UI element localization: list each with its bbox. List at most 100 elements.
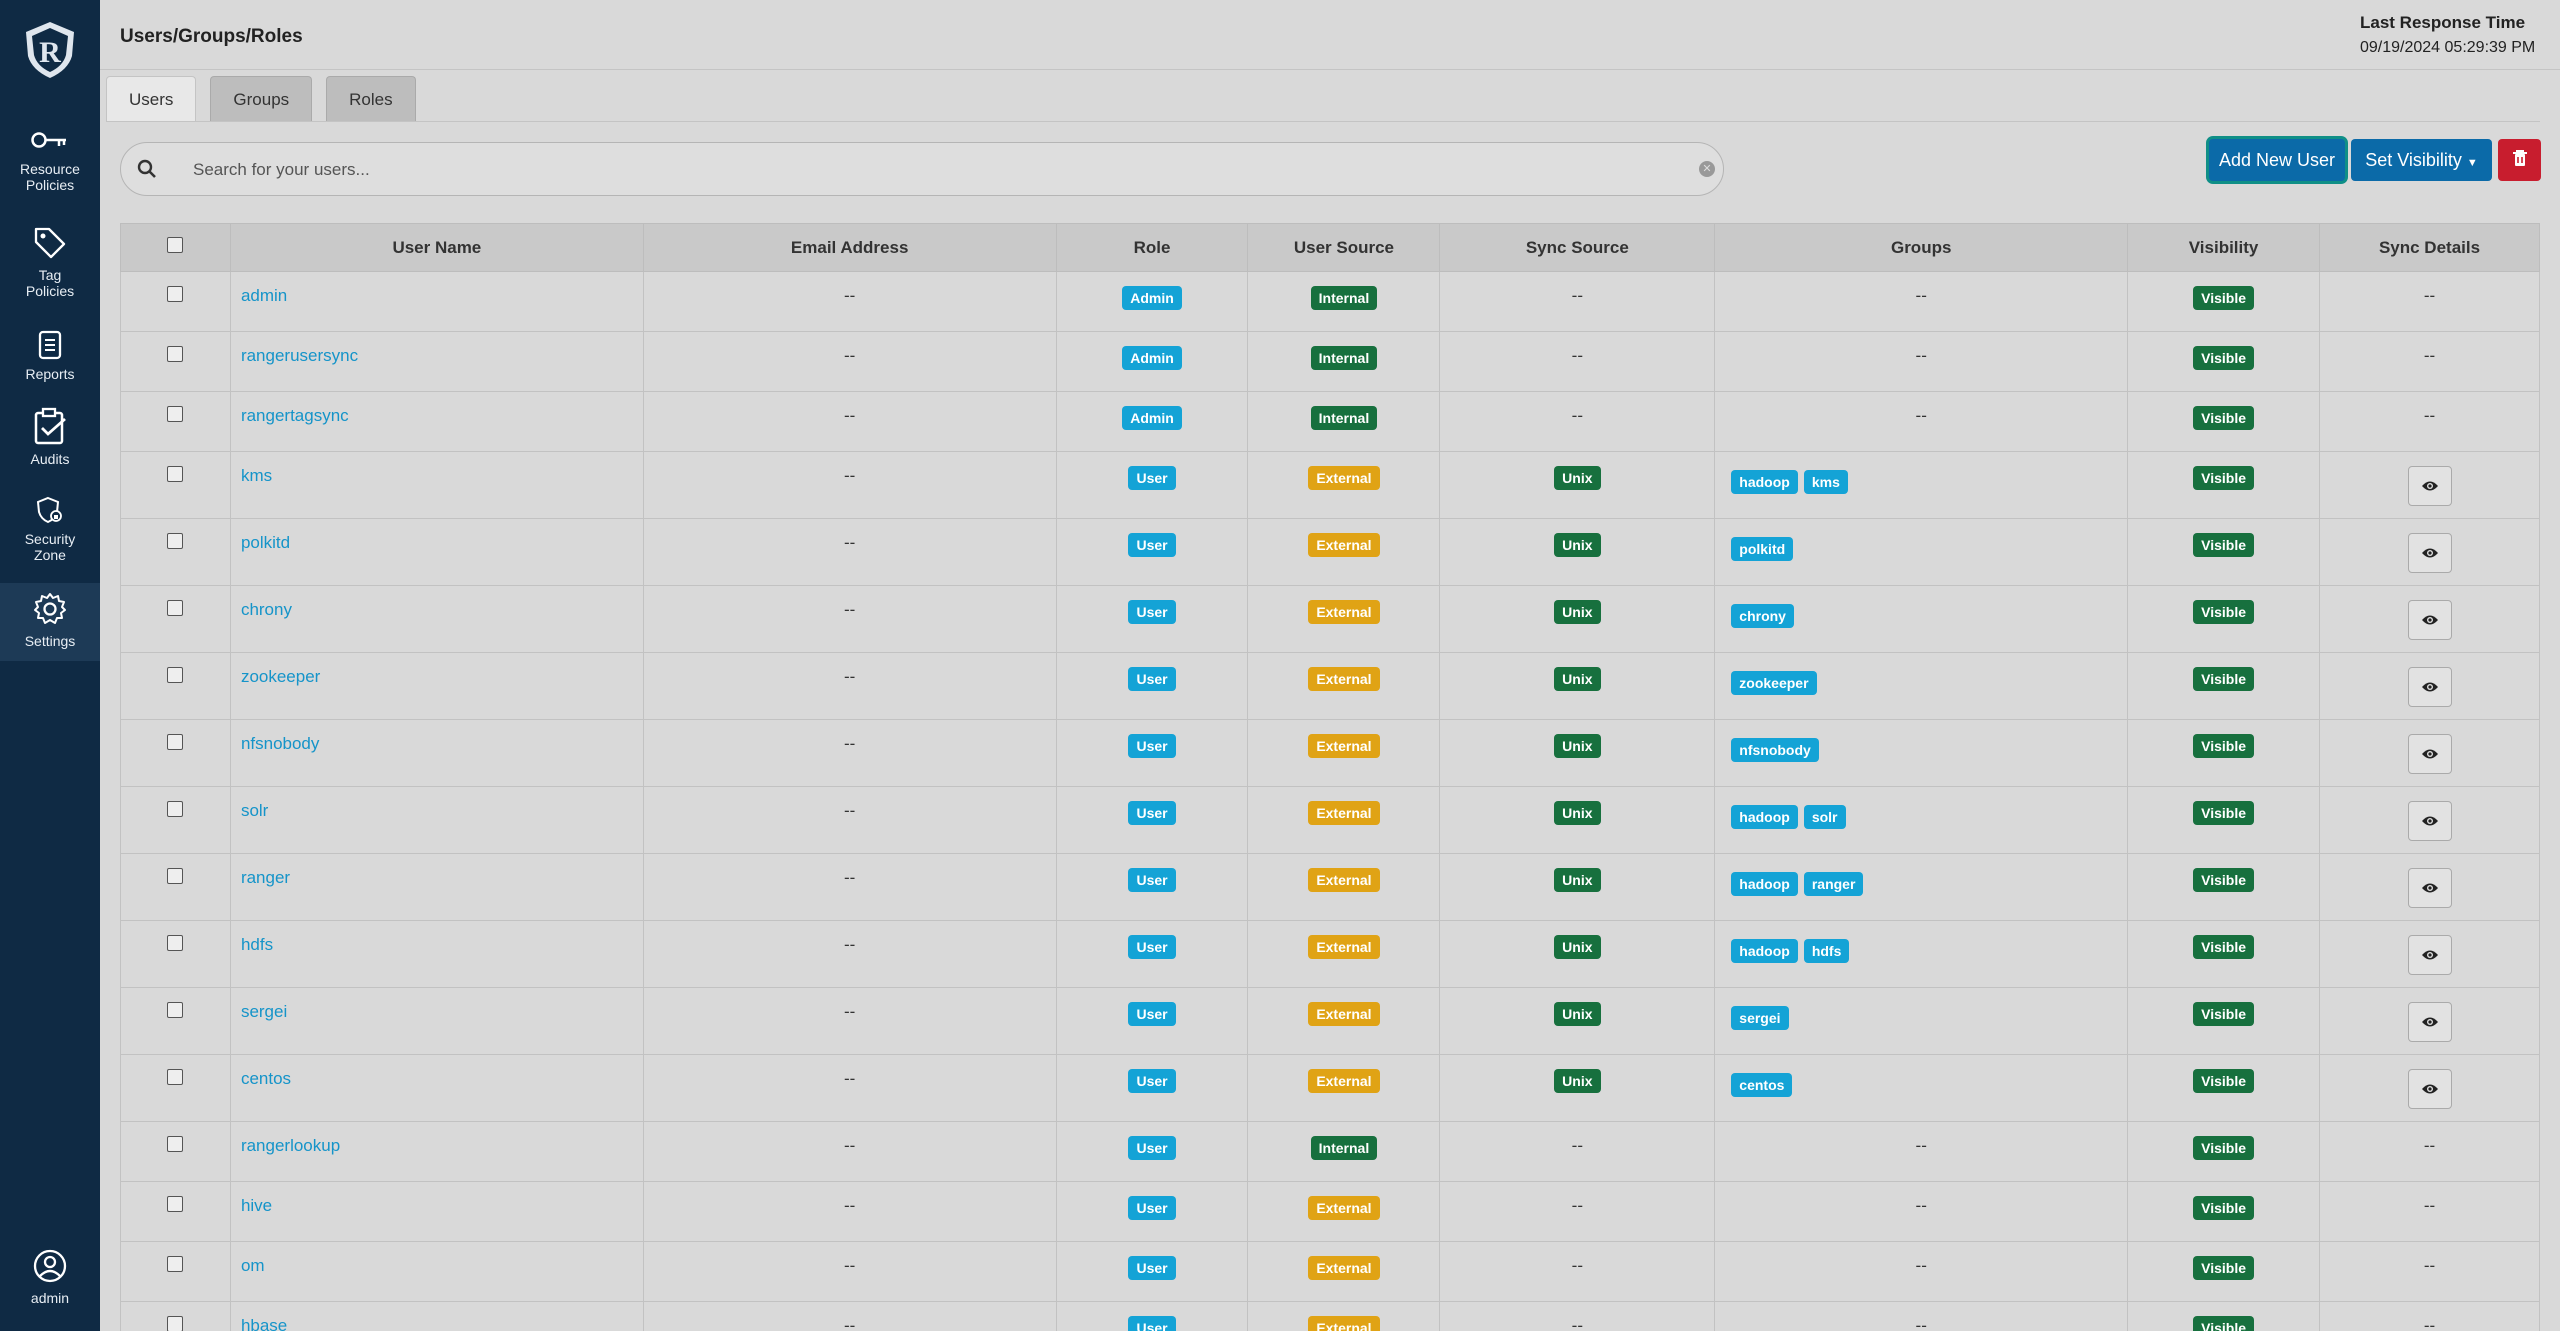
view-sync-details-button[interactable] <box>2407 935 2452 975</box>
groups-cell: nfsnobody <box>1714 719 2129 787</box>
row-checkbox[interactable] <box>167 1316 184 1331</box>
row-checkbox[interactable] <box>167 935 184 951</box>
col-visibility: Visibility <box>2127 223 2321 272</box>
page-header: Users/Groups/Roles Last Response Time 09… <box>100 0 2560 70</box>
row-checkbox[interactable] <box>167 600 184 616</box>
row-checkbox[interactable] <box>167 1136 184 1152</box>
ranger-logo[interactable]: R <box>22 20 78 80</box>
sidebar-item-security-zone[interactable]: Security Zone <box>0 495 100 565</box>
tab-users[interactable]: Users <box>106 76 197 122</box>
row-checkbox[interactable] <box>167 1002 184 1018</box>
row-checkbox[interactable] <box>167 734 184 750</box>
tab-groups[interactable]: Groups <box>210 76 313 122</box>
row-checkbox[interactable] <box>167 346 184 362</box>
user-name-link[interactable]: rangerlookup <box>240 1136 341 1155</box>
row-checkbox[interactable] <box>167 1196 184 1212</box>
row-select-cell <box>120 652 231 720</box>
user-name-cell: centos <box>229 1054 644 1122</box>
view-sync-details-button[interactable] <box>2407 868 2452 908</box>
clear-search-icon[interactable]: ✕ <box>1699 161 1715 177</box>
row-checkbox[interactable] <box>167 667 184 683</box>
view-sync-details-button[interactable] <box>2407 533 2452 573</box>
view-sync-details-button[interactable] <box>2407 801 2452 841</box>
visibility-cell: Visible <box>2127 1121 2321 1182</box>
row-checkbox[interactable] <box>167 533 184 549</box>
sidebar-item-reports[interactable]: Reports <box>0 330 100 390</box>
view-sync-details-button[interactable] <box>2407 600 2452 640</box>
user-name-link[interactable]: zookeeper <box>240 667 321 686</box>
group-badge: sergei <box>1731 1006 1789 1030</box>
sync-source-cell: Unix <box>1439 585 1716 653</box>
user-source-cell: External <box>1247 1181 1441 1242</box>
user-name-link[interactable]: admin <box>240 286 288 305</box>
view-sync-details-button[interactable] <box>2407 466 2452 506</box>
row-checkbox[interactable] <box>167 1069 184 1085</box>
sync-details-cell: -- <box>2319 391 2540 452</box>
sidebar-item-resource-policies[interactable]: Resource Policies <box>0 125 100 205</box>
sync-source-cell: Unix <box>1439 652 1716 720</box>
search-input[interactable] <box>193 155 1663 185</box>
user-menu[interactable]: admin <box>0 1248 100 1308</box>
table-row: rangerlookup -- User Internal -- -- Visible -- <box>120 1121 2540 1182</box>
sidebar: R Resource Policies Tag Policies Reports… <box>0 0 100 1331</box>
row-checkbox[interactable] <box>167 1256 184 1272</box>
sidebar-item-tag-policies[interactable]: Tag Policies <box>0 225 100 305</box>
user-name-link[interactable]: kms <box>240 466 273 485</box>
group-badge: hadoop <box>1731 939 1798 963</box>
role-cell: User <box>1055 719 1249 787</box>
user-name-link[interactable]: nfsnobody <box>240 734 320 753</box>
row-select-cell <box>120 1301 231 1331</box>
row-checkbox[interactable] <box>167 286 184 302</box>
sidebar-item-audits[interactable]: Audits <box>0 407 100 472</box>
groups-cell: sergei <box>1714 987 2129 1055</box>
user-name-link[interactable]: solr <box>240 801 269 820</box>
row-checkbox[interactable] <box>167 801 184 817</box>
user-source-cell: Internal <box>1247 331 1441 392</box>
row-checkbox[interactable] <box>167 868 184 884</box>
view-sync-details-button[interactable] <box>2407 1069 2452 1109</box>
user-source-badge: External <box>1308 935 1380 959</box>
user-name-link[interactable]: hdfs <box>240 935 274 954</box>
row-checkbox[interactable] <box>167 466 184 482</box>
row-select-cell <box>120 331 231 392</box>
user-name-link[interactable]: chrony <box>240 600 292 619</box>
user-name-link[interactable]: sergei <box>240 1002 288 1021</box>
view-sync-details-button[interactable] <box>2407 734 2452 774</box>
visibility-badge: Visible <box>2193 868 2255 892</box>
sidebar-item-settings[interactable]: Settings <box>0 583 100 661</box>
user-name-cell: kms <box>229 451 644 519</box>
row-select-cell <box>120 987 231 1055</box>
view-sync-details-button[interactable] <box>2407 1002 2452 1042</box>
visibility-badge: Visible <box>2193 1316 2255 1331</box>
sync-details-cell: -- <box>2319 1301 2540 1331</box>
user-name-link[interactable]: om <box>240 1256 265 1275</box>
sync-details-cell: -- <box>2319 1181 2540 1242</box>
select-all-header <box>120 223 231 272</box>
col-user-name[interactable]: User Name <box>229 223 644 272</box>
role-badge: User <box>1128 667 1176 691</box>
set-visibility-button[interactable]: Set Visibility ▼ <box>2351 139 2492 181</box>
tab-roles[interactable]: Roles <box>326 76 416 122</box>
visibility-badge: Visible <box>2193 1069 2255 1093</box>
view-sync-details-button[interactable] <box>2407 667 2452 707</box>
row-select-cell <box>120 920 231 988</box>
add-new-user-button[interactable]: Add New User <box>2209 139 2345 181</box>
search-bar[interactable]: ✕ <box>120 142 1724 196</box>
user-name-link[interactable]: polkitd <box>240 533 291 552</box>
sync-source-text: -- <box>1571 406 1583 425</box>
email-cell: -- <box>642 451 1057 519</box>
user-name-link[interactable]: ranger <box>240 868 291 887</box>
user-name-link[interactable]: hive <box>240 1196 273 1215</box>
user-name-link[interactable]: hbase <box>240 1316 288 1331</box>
shield-icon <box>36 496 62 524</box>
role-badge: Admin <box>1122 286 1182 310</box>
visibility-cell: Visible <box>2127 451 2321 519</box>
user-name-link[interactable]: rangerusersync <box>240 346 359 365</box>
role-badge: User <box>1128 734 1176 758</box>
user-name-link[interactable]: rangertagsync <box>240 406 349 425</box>
row-checkbox[interactable] <box>167 406 184 422</box>
select-all-checkbox[interactable] <box>167 237 184 253</box>
user-name-link[interactable]: centos <box>240 1069 292 1088</box>
delete-button[interactable] <box>2498 139 2541 181</box>
role-badge: Admin <box>1122 346 1182 370</box>
